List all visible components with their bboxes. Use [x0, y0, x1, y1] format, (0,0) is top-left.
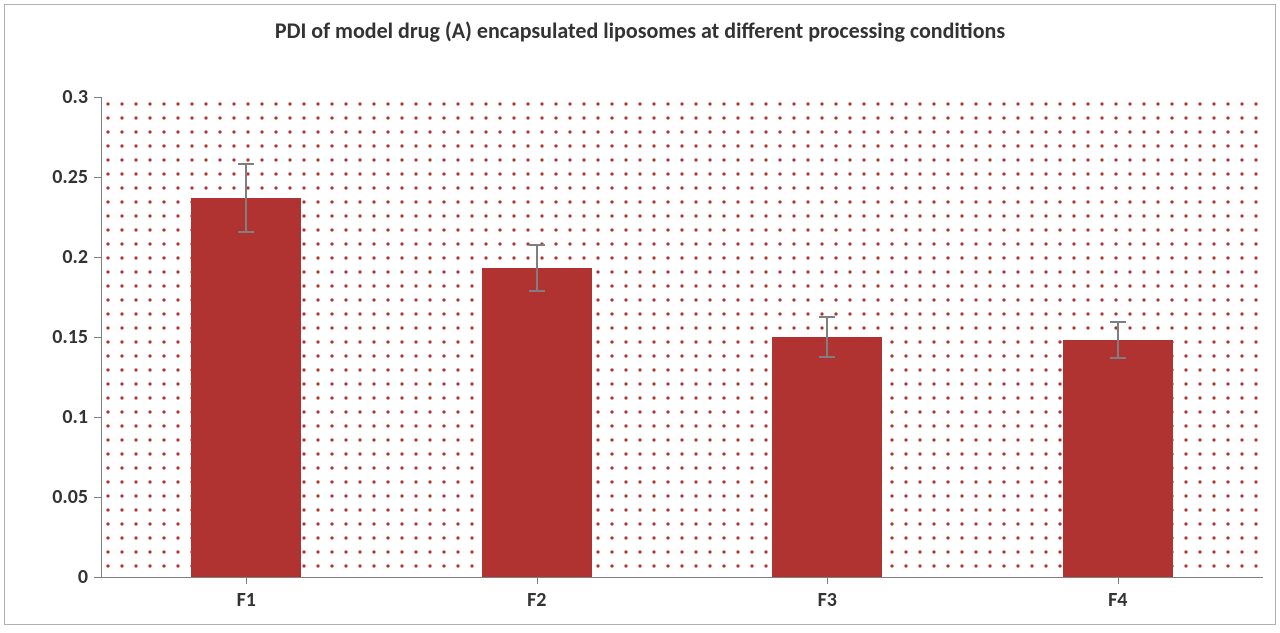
- bar: [772, 337, 882, 577]
- x-tick: [246, 577, 247, 584]
- y-tick: [94, 337, 101, 338]
- x-tick: [827, 577, 828, 584]
- y-tick-label: 0.15: [5, 325, 88, 349]
- y-tick: [94, 577, 101, 578]
- y-tick: [94, 257, 101, 258]
- bar: [191, 198, 301, 577]
- y-tick-label: 0: [5, 565, 88, 589]
- bar: [482, 268, 592, 577]
- x-tick: [1118, 577, 1119, 584]
- y-tick: [94, 177, 101, 178]
- x-tick-label: F2: [392, 588, 683, 612]
- y-tick: [94, 417, 101, 418]
- y-tick-label: 0.05: [5, 485, 88, 509]
- x-axis-line: [101, 577, 1263, 578]
- x-tick-label: F3: [682, 588, 973, 612]
- y-tick: [94, 97, 101, 98]
- bar: [1063, 340, 1173, 577]
- y-tick: [94, 497, 101, 498]
- y-tick-label: 0.3: [5, 85, 88, 109]
- y-tick-label: 0.25: [5, 165, 88, 189]
- x-tick-label: F4: [973, 588, 1264, 612]
- chart-title: PDI of model drug (A) encapsulated lipos…: [5, 17, 1275, 45]
- plot-area: [101, 97, 1263, 577]
- y-tick-label: 0.1: [5, 405, 88, 429]
- chart-container: PDI of model drug (A) encapsulated lipos…: [4, 4, 1276, 625]
- y-axis-line: [101, 97, 102, 577]
- y-tick-label: 0.2: [5, 245, 88, 269]
- x-tick-label: F1: [101, 588, 392, 612]
- x-tick: [537, 577, 538, 584]
